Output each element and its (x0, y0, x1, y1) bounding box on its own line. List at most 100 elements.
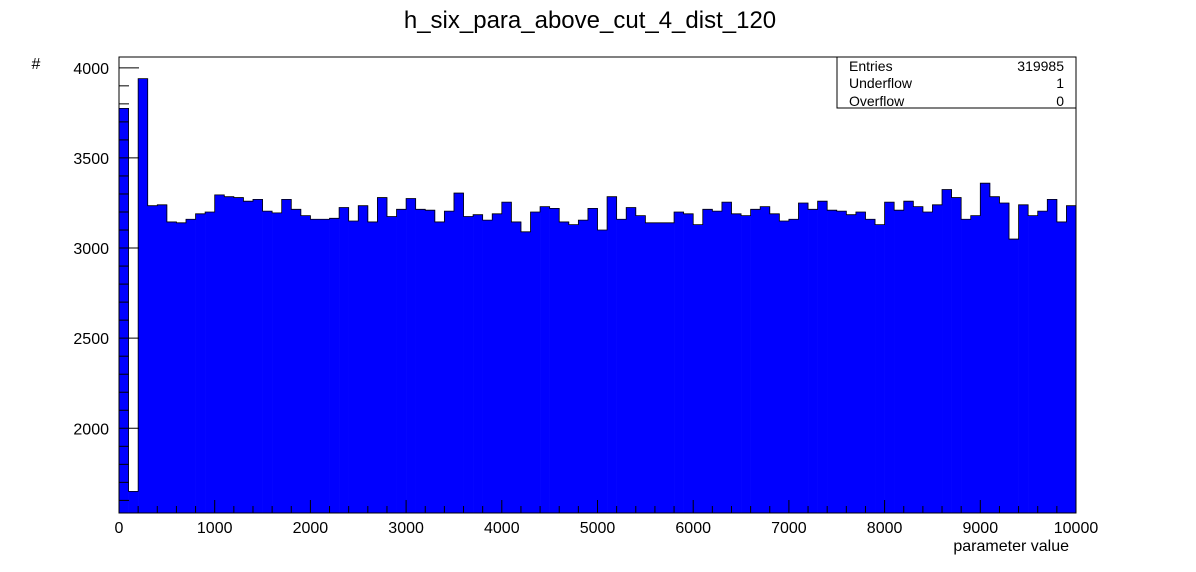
x-tick-label: 5000 (580, 520, 616, 537)
histogram-bar (808, 209, 818, 513)
x-tick-label: 2000 (293, 520, 329, 537)
x-tick-label: 8000 (867, 520, 903, 537)
histogram-bar (635, 215, 646, 513)
x-tick-label: 10000 (1054, 520, 1099, 537)
histogram-bar (894, 210, 905, 513)
histogram-bar (214, 194, 225, 514)
histogram-bar (291, 209, 302, 513)
histogram-bar (319, 219, 330, 513)
histogram-bar (482, 220, 493, 513)
histogram-bar (865, 219, 876, 513)
histogram-bar (185, 219, 196, 513)
histogram-bar (1047, 199, 1058, 514)
histogram-bar (425, 210, 436, 513)
histogram-bar (798, 202, 809, 513)
x-tick-label: 3000 (388, 520, 424, 537)
histogram-bar (989, 196, 1000, 514)
histogram-bar (310, 219, 321, 513)
histogram-bar (396, 209, 407, 513)
histogram-bar (119, 108, 129, 514)
histogram-bar (386, 216, 397, 513)
histogram-bar (138, 78, 149, 514)
x-axis-label: parameter value (953, 538, 1069, 555)
histogram-bar (281, 199, 292, 514)
histogram-bar (607, 196, 617, 514)
histogram-bar (473, 214, 483, 513)
stats-overflow-label: Overflow (849, 93, 905, 109)
stats-overflow-value: 0 (1056, 93, 1064, 109)
histogram-bar (157, 204, 168, 513)
histogram-bar (339, 207, 349, 513)
histogram-bar (492, 213, 503, 513)
histogram-bar (913, 206, 924, 513)
histogram-bar (961, 219, 972, 513)
histogram-bar (712, 211, 723, 513)
histogram-bar (587, 208, 598, 513)
histogram-bar (875, 224, 885, 514)
histogram-bar (645, 222, 656, 513)
histogram-bar (1056, 221, 1067, 513)
stats-underflow-value: 1 (1056, 75, 1064, 91)
x-tick-label: 4000 (484, 520, 520, 537)
histogram-bar (855, 212, 866, 513)
histogram-bar (980, 183, 991, 513)
histogram-bar (788, 219, 799, 513)
histogram-bar (243, 201, 254, 513)
histogram-bar (453, 193, 464, 514)
histogram-bar (769, 213, 780, 513)
histogram-bar (932, 204, 943, 513)
y-tick-label: 3500 (73, 151, 109, 168)
histogram-bar (205, 212, 215, 513)
histogram-bar (702, 209, 713, 513)
histogram-bar (970, 215, 981, 513)
stats-box-frame (836, 56, 1077, 109)
histogram-bar (329, 218, 340, 513)
stats-box: Entries 319985 Underflow 1 Overflow 0 (836, 56, 1077, 109)
histogram-bar (721, 202, 732, 513)
histogram-bar (1028, 215, 1039, 513)
y-tick-label: 3000 (73, 241, 109, 258)
histogram-bar (1018, 204, 1029, 513)
histogram-bar (922, 212, 933, 513)
histogram-bar (272, 212, 282, 513)
histogram-bar (559, 221, 570, 513)
histogram-bar (224, 196, 235, 514)
y-axis-label: # (32, 56, 41, 73)
x-tick-label: 9000 (963, 520, 999, 537)
histogram-bar (176, 222, 187, 513)
x-tick-label: 6000 (675, 520, 711, 537)
histogram-bar (683, 213, 694, 513)
histogram-bar (348, 221, 359, 513)
y-tick-label: 4000 (73, 61, 109, 78)
histogram-bar (511, 221, 522, 513)
histogram-bar (884, 202, 895, 513)
histogram-bar (827, 210, 838, 513)
histogram-bar (616, 219, 627, 513)
histogram-bar (1009, 239, 1019, 513)
histogram-bar (731, 213, 742, 513)
histogram-bar (654, 222, 665, 513)
x-tick-label: 1000 (197, 520, 233, 537)
histogram-bar (760, 206, 771, 513)
histogram-bar (578, 220, 589, 513)
histogram-bar (195, 213, 206, 513)
histogram-bar (951, 197, 962, 514)
stats-entries-value: 319985 (1017, 58, 1064, 74)
x-axis-ticks: 0 1000 2000 3000 4000 5000 6000 7000 8000 9000 100… (115, 500, 1099, 537)
histogram-bar (674, 212, 684, 513)
histogram-bar (664, 222, 675, 513)
histogram-bar (903, 201, 914, 513)
histogram-bar (501, 202, 512, 513)
histogram-bar (252, 199, 263, 514)
histogram-bar (1066, 205, 1077, 513)
histogram-bar (626, 207, 637, 513)
histogram-bar (262, 211, 273, 513)
histogram-bar (530, 212, 541, 513)
stats-entries-label: Entries (849, 58, 893, 74)
histogram-bar (568, 224, 579, 514)
y-axis-ticks: 2000 2500 3000 3500 4000 (73, 61, 139, 501)
histogram-bar (817, 201, 828, 513)
histogram-bar (520, 231, 531, 514)
histogram-bar (1037, 211, 1048, 513)
